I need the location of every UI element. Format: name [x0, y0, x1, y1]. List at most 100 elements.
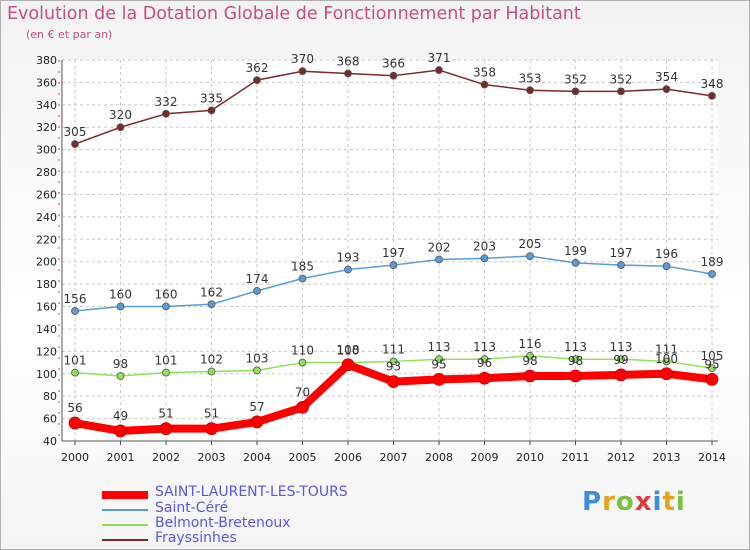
- y-tick-label: 340: [36, 99, 57, 112]
- data-label-saint-c-r-: 196: [655, 247, 678, 261]
- data-label-saint-laurent-les-tours: 51: [158, 407, 173, 421]
- data-label-saint-laurent-les-tours: 70: [295, 385, 310, 399]
- data-label-saint-laurent-les-tours: 99: [613, 353, 628, 367]
- data-label-saint-laurent-les-tours: 108: [337, 343, 360, 357]
- data-label-frayssinhes: 370: [291, 52, 314, 66]
- data-point-frayssinhes: [571, 87, 580, 96]
- data-point-frayssinhes: [207, 106, 216, 115]
- y-tick-label: 200: [36, 256, 57, 269]
- data-label-frayssinhes: 368: [337, 54, 360, 68]
- data-label-saint-c-r-: 174: [246, 272, 269, 286]
- data-label-saint-laurent-les-tours: 57: [249, 400, 264, 414]
- data-point-saint-c-r-: [207, 300, 216, 309]
- x-tick-label: 2012: [607, 451, 635, 464]
- data-label-saint-laurent-les-tours: 98: [568, 354, 583, 368]
- data-label-saint-c-r-: 199: [564, 244, 587, 258]
- data-label-saint-c-r-: 185: [291, 260, 314, 274]
- data-point-saint-c-r-: [435, 255, 443, 264]
- data-label-belmont-bretenoux: 110: [291, 344, 314, 358]
- data-label-belmont-bretenoux: 113: [428, 340, 451, 354]
- data-label-frayssinhes: 332: [155, 95, 178, 109]
- data-point-saint-laurent-les-tours: [296, 400, 309, 414]
- logo-letter: P: [582, 487, 603, 517]
- data-point-saint-c-r-: [253, 286, 261, 295]
- data-label-frayssinhes: 352: [564, 72, 587, 86]
- data-point-saint-c-r-: [298, 274, 307, 283]
- x-tick-label: 2005: [289, 451, 317, 464]
- data-point-frayssinhes: [253, 76, 261, 85]
- logo-letter: t: [662, 487, 676, 517]
- data-label-belmont-bretenoux: 113: [564, 340, 587, 354]
- x-tick-label: 2003: [198, 451, 226, 464]
- data-label-saint-laurent-les-tours: 100: [655, 352, 678, 366]
- data-point-frayssinhes: [662, 85, 671, 94]
- x-tick-label: 2014: [698, 451, 726, 464]
- data-label-belmont-bretenoux: 102: [200, 353, 223, 367]
- y-tick-label: 360: [36, 76, 57, 89]
- data-label-frayssinhes: 305: [64, 125, 87, 139]
- data-point-belmont-bretenoux: [662, 357, 671, 366]
- data-label-saint-c-r-: 197: [610, 246, 633, 260]
- data-label-frayssinhes: 362: [246, 61, 269, 75]
- data-label-belmont-bretenoux: 113: [473, 340, 496, 354]
- y-tick-label: 140: [36, 323, 57, 336]
- data-point-belmont-bretenoux: [708, 364, 716, 373]
- data-label-saint-laurent-les-tours: 95: [704, 357, 719, 371]
- data-point-saint-laurent-les-tours: [250, 415, 264, 429]
- data-point-saint-c-r-: [162, 302, 170, 311]
- data-label-saint-laurent-les-tours: 96: [477, 356, 492, 370]
- data-label-belmont-bretenoux: 101: [155, 354, 178, 368]
- data-label-frayssinhes: 371: [428, 51, 451, 65]
- data-label-belmont-bretenoux: 105: [701, 349, 724, 363]
- legend-swatch-saint-laurent: [102, 491, 148, 499]
- data-label-frayssinhes: 320: [109, 108, 132, 122]
- data-point-saint-laurent-les-tours: [614, 368, 628, 382]
- data-label-saint-c-r-: 160: [109, 288, 132, 302]
- data-point-belmont-bretenoux: [526, 351, 534, 360]
- data-point-belmont-bretenoux: [116, 372, 125, 380]
- data-point-belmont-bretenoux: [71, 368, 79, 377]
- data-point-saint-c-r-: [526, 252, 534, 261]
- data-point-frayssinhes: [116, 123, 125, 132]
- data-point-belmont-bretenoux: [480, 355, 489, 364]
- data-point-frayssinhes: [344, 69, 352, 78]
- data-point-belmont-bretenoux: [207, 367, 216, 376]
- x-tick-label: 2007: [380, 451, 408, 464]
- logo-letter: x: [634, 487, 653, 517]
- data-point-belmont-bretenoux: [571, 355, 580, 364]
- legend-item-frayssinhes: Frayssinhes: [155, 530, 237, 546]
- x-tick-label: 2009: [471, 451, 499, 464]
- data-label-saint-c-r-: 189: [701, 255, 724, 269]
- data-point-frayssinhes: [617, 87, 625, 96]
- data-point-saint-laurent-les-tours: [114, 424, 127, 438]
- data-label-saint-laurent-les-tours: 51: [204, 407, 219, 421]
- y-tick-label: 380: [36, 54, 57, 67]
- data-point-saint-laurent-les-tours: [432, 372, 446, 386]
- data-label-frayssinhes: 354: [655, 70, 678, 84]
- x-tick-label: 2004: [243, 451, 271, 464]
- proxiti-logo: Proxiti: [582, 487, 686, 517]
- data-label-saint-c-r-: 202: [428, 240, 451, 254]
- y-tick-label: 280: [36, 166, 57, 179]
- data-point-saint-laurent-les-tours: [205, 422, 218, 436]
- y-tick-label: 260: [36, 188, 57, 201]
- data-point-saint-c-r-: [344, 265, 352, 274]
- data-point-frayssinhes: [480, 80, 489, 89]
- x-tick-label: 2001: [107, 451, 135, 464]
- data-point-saint-laurent-les-tours: [523, 369, 537, 383]
- x-tick-label: 2011: [562, 451, 590, 464]
- data-point-saint-c-r-: [708, 270, 716, 278]
- data-label-belmont-bretenoux: 110: [337, 344, 360, 358]
- x-tick-label: 2013: [653, 451, 681, 464]
- data-point-saint-c-r-: [571, 258, 580, 267]
- data-label-belmont-bretenoux: 111: [382, 342, 405, 356]
- x-tick-label: 2000: [61, 451, 89, 464]
- data-point-belmont-bretenoux: [389, 357, 398, 366]
- logo-letter: i: [652, 487, 663, 517]
- x-tick-label: 2008: [425, 451, 453, 464]
- data-label-frayssinhes: 353: [519, 71, 542, 85]
- data-label-saint-c-r-: 197: [382, 246, 405, 260]
- y-tick-label: 160: [36, 301, 57, 314]
- data-point-saint-c-r-: [480, 254, 489, 263]
